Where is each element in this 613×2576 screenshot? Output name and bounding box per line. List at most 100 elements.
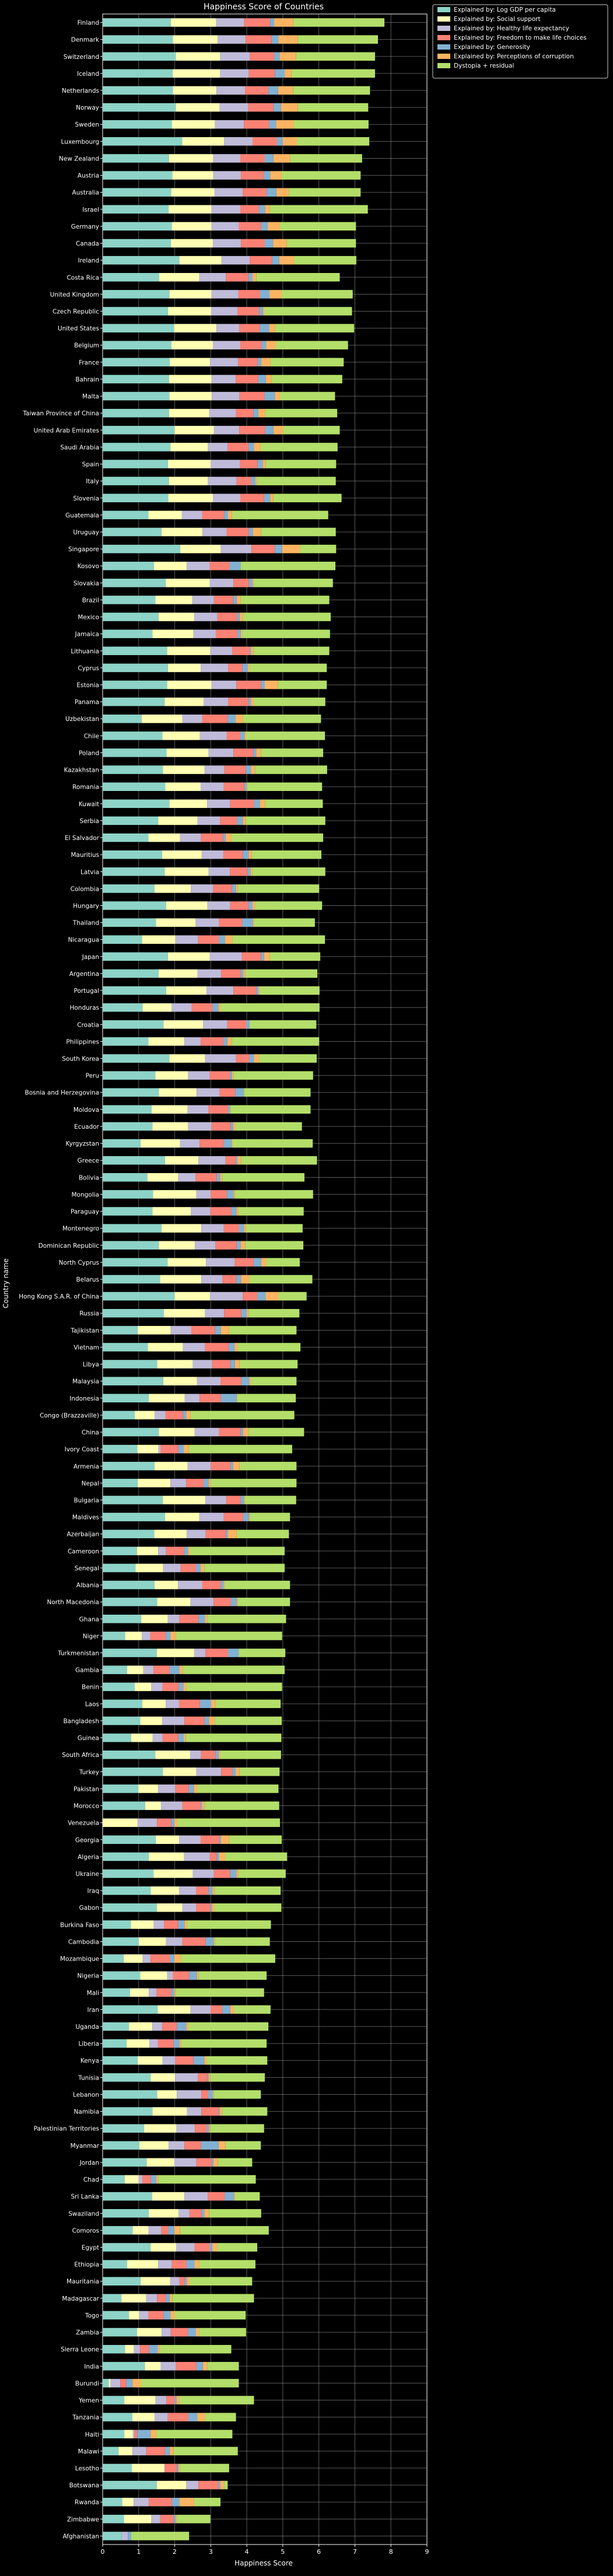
bar-segment — [210, 1903, 212, 1912]
bar-segment — [255, 477, 257, 485]
bar-segment — [103, 2175, 125, 2184]
bar-segment — [158, 2175, 256, 2184]
bar-segment — [153, 1869, 193, 1878]
bar-segment — [265, 426, 274, 435]
bar-segment — [241, 952, 261, 961]
bar-segment — [273, 154, 290, 163]
legend-entry: Explained by: Healthy life expectancy — [454, 25, 569, 32]
y-tick-label: Sierra Leone — [61, 2346, 99, 2353]
bar-segment — [103, 1410, 135, 1420]
bar-row — [103, 1139, 313, 1148]
bar-segment — [170, 1954, 174, 1963]
bar-segment — [205, 1530, 226, 1538]
y-tick-label: Namibia — [74, 2109, 99, 2116]
bar-segment — [233, 596, 237, 604]
bar-segment — [166, 579, 210, 587]
bar-segment — [135, 1563, 163, 1573]
y-tick-label: Colombia — [71, 886, 99, 892]
bar-segment — [242, 918, 253, 927]
bar-segment — [203, 697, 228, 706]
bar-segment — [103, 2344, 125, 2354]
bar-segment — [103, 1699, 142, 1709]
bar-segment — [270, 18, 275, 27]
bar-row — [103, 1937, 270, 1946]
y-tick-labels: Finland Denmark Switzerland Iceland Netherla… — [19, 20, 103, 2540]
bar-segment — [230, 1597, 237, 1606]
bar-segment — [131, 1920, 154, 1929]
bar-segment — [103, 732, 163, 740]
bar-segment — [103, 748, 167, 757]
bar-segment — [146, 2158, 174, 2167]
bar-segment — [103, 1156, 165, 1165]
y-tick-label: Afghanistan — [62, 2533, 99, 2540]
bar-segment — [183, 1343, 205, 1352]
bar-segment — [253, 408, 258, 418]
bar-segment — [186, 1410, 191, 1420]
bar-segment — [140, 2277, 170, 2286]
bar-segment — [103, 2413, 132, 2421]
bar-segment — [138, 1937, 166, 1946]
bar-segment — [157, 1597, 191, 1606]
bar-segment — [103, 884, 155, 893]
bar-segment — [103, 1427, 159, 1437]
bar-segment — [138, 1784, 159, 1793]
bar-row — [103, 2090, 261, 2099]
bar-segment — [103, 1954, 124, 1963]
bar-segment — [269, 290, 282, 299]
bar-segment — [203, 1479, 209, 1488]
bar-segment — [199, 272, 226, 282]
bar-segment — [291, 69, 376, 78]
bar-segment — [173, 2039, 180, 2048]
bar-segment — [211, 205, 240, 214]
y-tick-label: Romania — [72, 784, 99, 791]
bar-segment — [157, 1360, 193, 1368]
bar-segment — [170, 239, 213, 248]
bar-row — [103, 544, 337, 554]
bar-row — [103, 1071, 313, 1080]
bar-segment — [103, 2362, 145, 2371]
bar-segment — [279, 52, 296, 61]
bar-row — [103, 579, 333, 587]
bar-segment — [199, 1513, 224, 1521]
bar-segment — [150, 2073, 176, 2082]
bar-segment — [209, 408, 236, 418]
bar-segment — [146, 2446, 165, 2456]
bar-segment — [208, 748, 234, 757]
bar-segment — [167, 646, 211, 656]
bar-segment — [103, 1903, 157, 1912]
bar-segment — [245, 1241, 304, 1250]
bar-segment — [238, 358, 258, 367]
bar-row — [103, 1377, 297, 1385]
bar-segment — [199, 1699, 211, 1709]
bar-segment — [264, 952, 270, 961]
bar-segment — [199, 732, 227, 740]
y-tick-label: Turkey — [79, 1769, 99, 1776]
bar-segment — [297, 35, 378, 44]
bar-segment — [176, 2124, 195, 2133]
bar-segment — [121, 2532, 128, 2540]
bar-segment — [170, 1479, 187, 1488]
y-tick-label: Morocco — [73, 1803, 99, 1810]
bar-segment — [187, 1461, 211, 1471]
bar-segment — [103, 1818, 138, 1827]
bar-segment — [182, 1903, 197, 1912]
bar-segment — [231, 1207, 237, 1216]
bar-segment — [160, 1275, 202, 1284]
bar-row — [103, 969, 318, 978]
bar-row — [103, 561, 336, 570]
bar-row — [103, 1292, 307, 1301]
bar-segment — [103, 374, 169, 384]
y-tick-label: Tanzania — [72, 2414, 99, 2421]
bar-segment — [265, 205, 270, 214]
bar-segment — [236, 1054, 250, 1063]
bar-segment — [230, 799, 254, 808]
bar-segment — [195, 2124, 207, 2133]
bar-row — [103, 1971, 267, 1980]
bar-row — [103, 629, 330, 638]
bar-segment — [213, 1937, 215, 1946]
bar-segment — [240, 494, 264, 503]
bar-segment — [167, 1615, 180, 1623]
bar-row — [103, 2294, 254, 2303]
bar-segment — [250, 867, 253, 876]
bar-segment — [212, 1003, 219, 1012]
